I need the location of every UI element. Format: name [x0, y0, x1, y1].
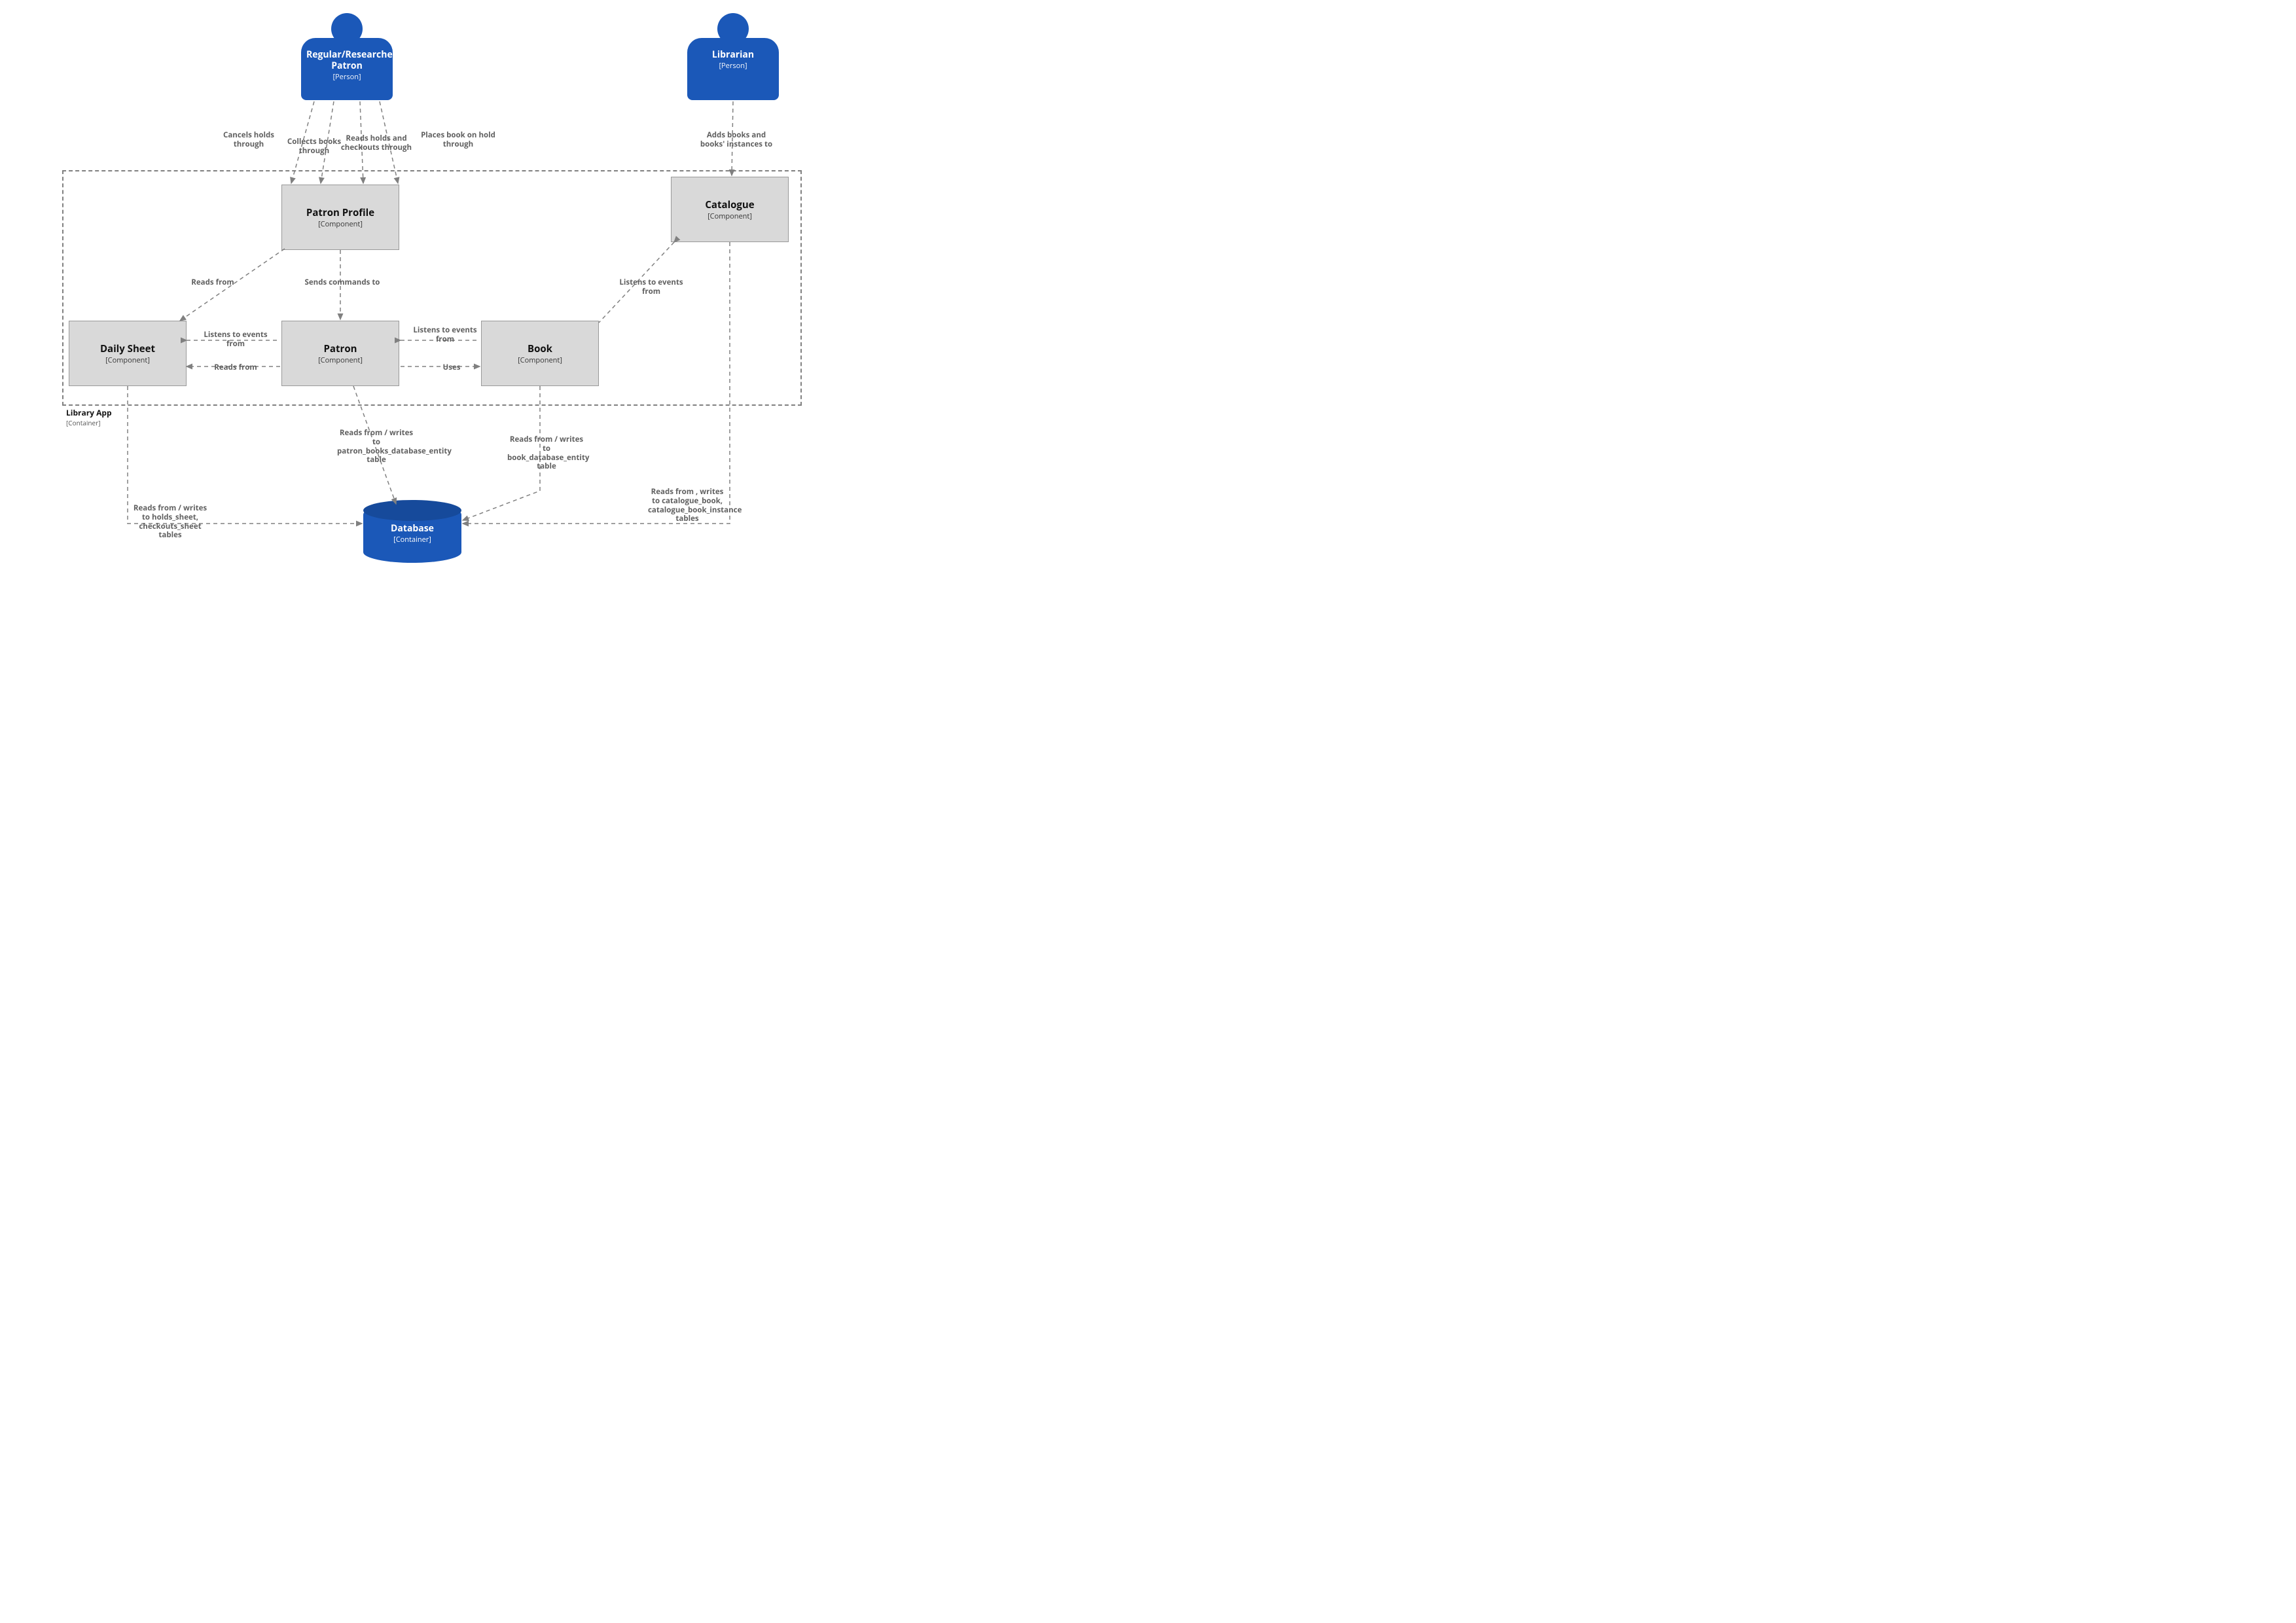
actor-subtitle: [Person] [306, 72, 387, 82]
database-node: Database [Container] [363, 504, 461, 563]
component-title: Patron Profile [282, 206, 399, 219]
actor-subtitle: [Person] [692, 61, 774, 71]
component-subtitle: [Component] [282, 355, 399, 365]
actor-body: Regular/Researcher Patron [Person] [301, 38, 393, 100]
edge-label: Reads from / writes to book_database_ent… [507, 435, 586, 471]
edge-label: Reads holds and checkouts through [337, 134, 416, 152]
component-book: Book [Component] [481, 321, 599, 386]
edge-label: Listens to events from [612, 278, 691, 296]
container-label: Library App [Container] [66, 407, 112, 427]
actor-body: Librarian [Person] [687, 38, 779, 100]
component-patron: Patron [Component] [281, 321, 399, 386]
edge-label: Reads from / writes to patron_books_data… [337, 429, 416, 465]
component-title: Daily Sheet [69, 342, 186, 355]
actor-title: Regular/Researcher Patron [306, 50, 387, 72]
component-patron-profile: Patron Profile [Component] [281, 185, 399, 250]
edge-label: Reads from , writes to catalogue_book, c… [648, 488, 726, 524]
component-daily-sheet: Daily Sheet [Component] [69, 321, 187, 386]
component-subtitle: [Component] [672, 211, 788, 221]
container-subtitle: [Container] [66, 418, 112, 427]
edge-label: Reads from [196, 363, 275, 372]
component-subtitle: [Component] [69, 355, 186, 365]
component-title: Book [482, 342, 598, 355]
edge-label: Sends commands to [303, 278, 382, 287]
edge-label: Adds books and books' instances to [697, 131, 776, 149]
edge-label: Listens to events from [406, 326, 484, 344]
database-subtitle: [Container] [363, 535, 461, 544]
cylinder-top-icon [363, 500, 461, 521]
edge-label: Places book on hold through [419, 131, 497, 149]
edge-label: Reads from / writes to holds_sheet, chec… [131, 504, 209, 540]
edge-label: Uses [412, 363, 491, 372]
component-catalogue: Catalogue [Component] [671, 177, 789, 242]
actor-patron: Regular/Researcher Patron [Person] [301, 13, 393, 100]
component-subtitle: [Component] [282, 219, 399, 229]
actor-librarian: Librarian [Person] [687, 13, 779, 100]
component-title: Patron [282, 342, 399, 355]
container-title: Library App [66, 407, 112, 418]
component-title: Catalogue [672, 198, 788, 211]
database-title: Database [363, 522, 461, 535]
edge-label: Listens to events from [196, 330, 275, 349]
edge-label: Reads from [173, 278, 252, 287]
component-subtitle: [Component] [482, 355, 598, 365]
actor-title: Librarian [692, 50, 774, 61]
